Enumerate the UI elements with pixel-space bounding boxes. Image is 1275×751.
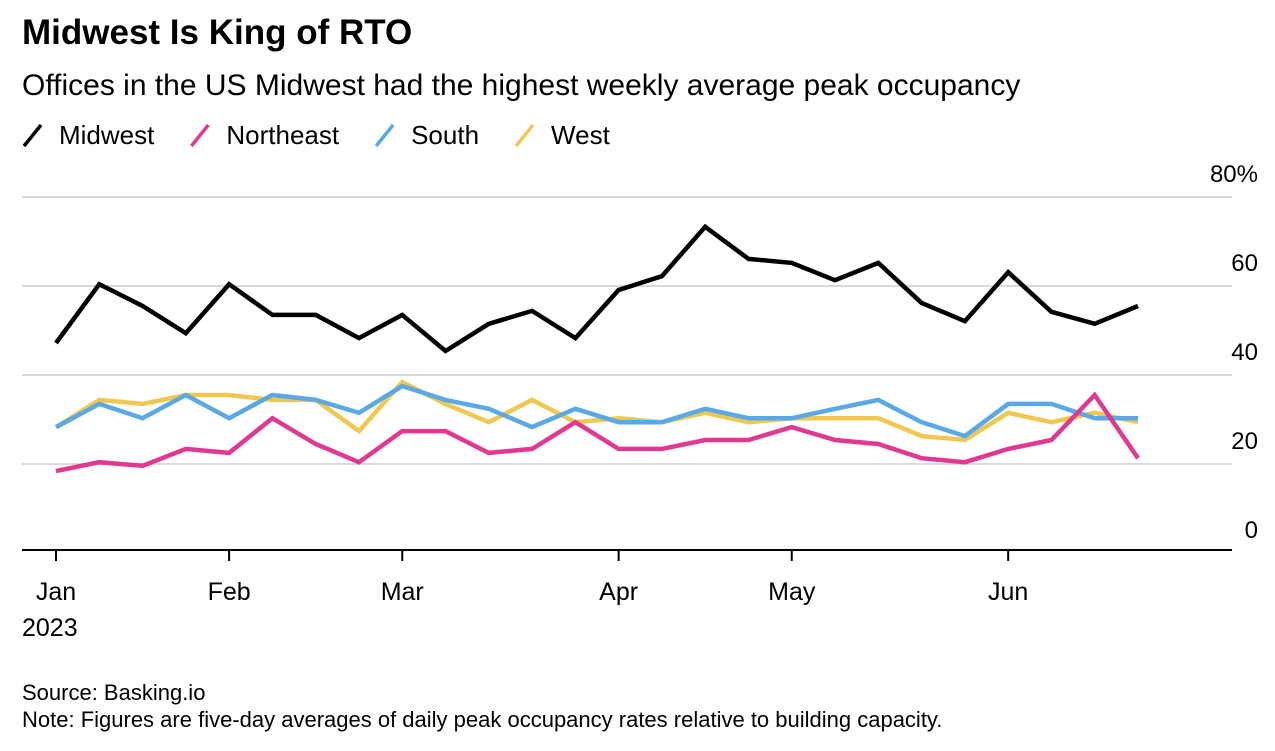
x-tick-label: Apr: [599, 578, 638, 606]
x-sublabel: 2023: [22, 614, 78, 642]
legend-swatch: [374, 123, 395, 148]
legend-label: Midwest: [59, 120, 155, 150]
x-tick-label: Jan: [36, 578, 76, 606]
legend-swatch: [189, 123, 210, 148]
series-line: [54, 223, 1139, 354]
chart-subtitle: Offices in the US Midwest had the highes…: [22, 69, 1020, 102]
legend-swatch: [514, 123, 535, 148]
legend-swatch: [22, 123, 43, 148]
y-tick-label: 0: [1245, 517, 1258, 544]
series-line: [54, 379, 1139, 443]
x-tick-label: Jun: [988, 578, 1028, 606]
source: Source: Basking.io: [22, 680, 205, 705]
y-tick-label: 80%: [1210, 161, 1258, 188]
legend-label: West: [551, 120, 611, 150]
legend-label: South: [411, 120, 479, 150]
x-tick-label: Mar: [381, 578, 424, 606]
chart-title: Midwest Is King of RTO: [22, 13, 412, 52]
series-line: [55, 391, 1140, 474]
note: Note: Figures are five-day averages of d…: [22, 707, 942, 732]
x-tick-label: Feb: [208, 578, 251, 606]
y-tick-label: 20: [1231, 428, 1258, 455]
x-tick-label: May: [768, 578, 816, 606]
y-tick-label: 60: [1231, 250, 1258, 277]
series-line: [54, 383, 1138, 439]
y-tick-label: 40: [1231, 339, 1258, 366]
legend-label: Northeast: [226, 120, 339, 150]
